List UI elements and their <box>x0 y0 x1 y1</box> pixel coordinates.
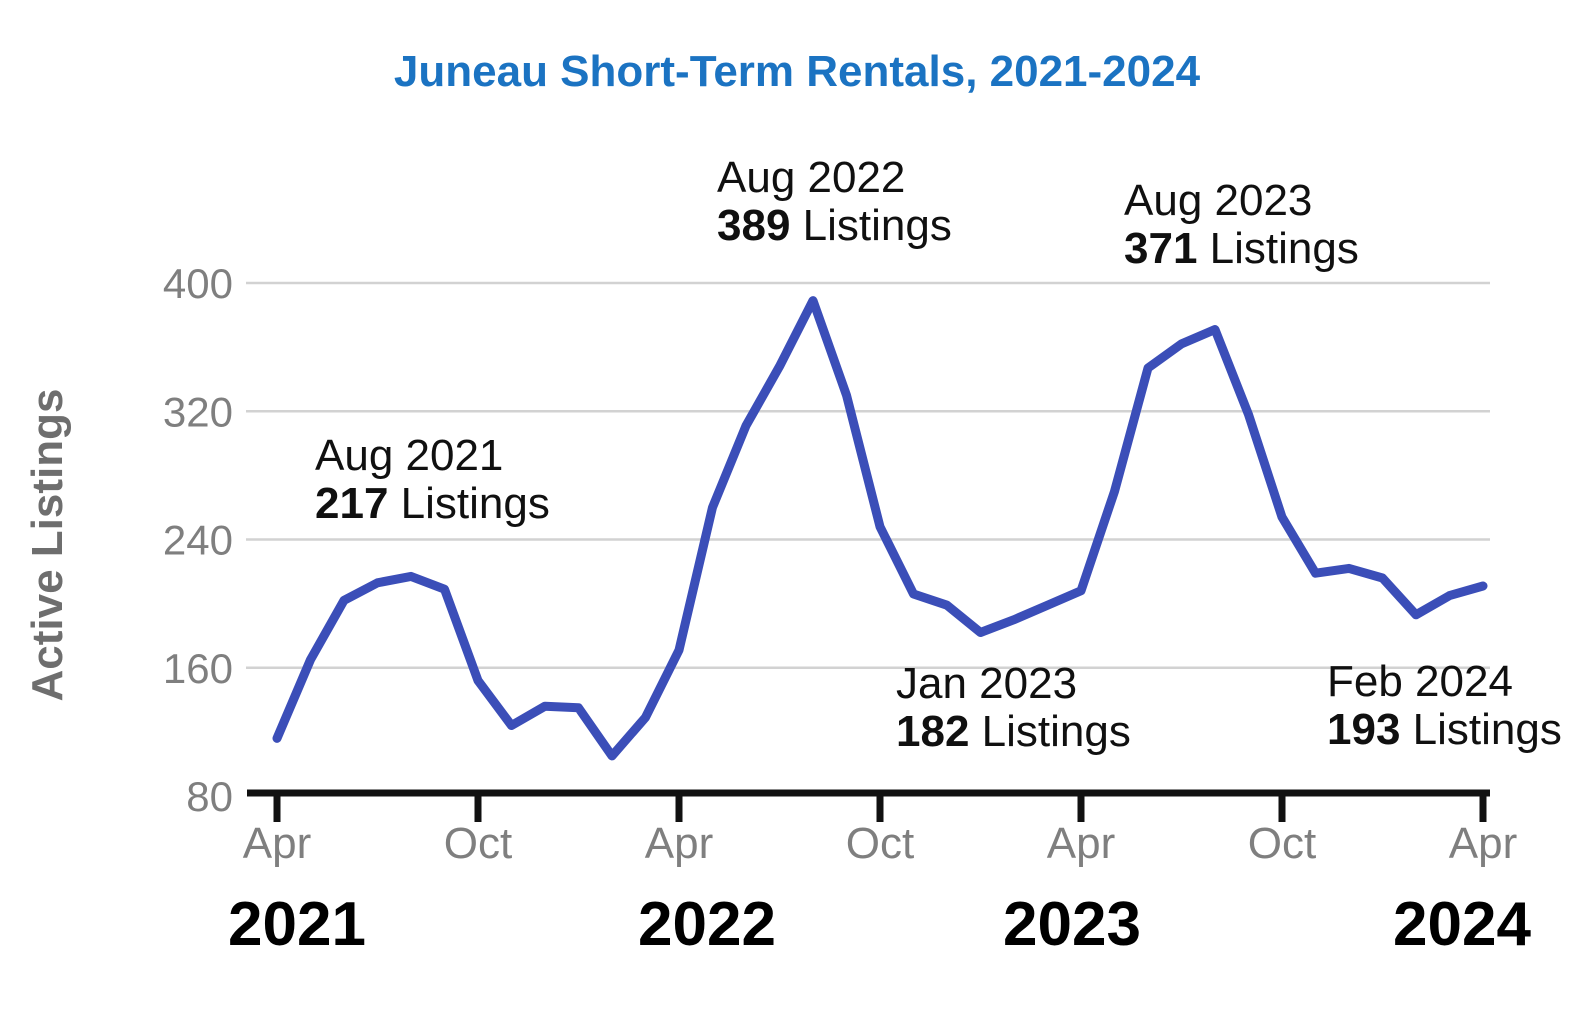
annotation-aug-2021: Aug 2021 217 Listings <box>315 431 550 528</box>
annotation-label: Aug 2022 <box>717 153 905 202</box>
annotation-label: Feb 2024 <box>1327 657 1513 706</box>
series-layer <box>272 296 1488 761</box>
y-tick-label: 80 <box>186 773 233 820</box>
y-tick-label: 160 <box>163 645 233 692</box>
annotation-feb-2024: Feb 2024 193 Listings <box>1327 657 1562 754</box>
active-listings-line <box>272 296 1488 761</box>
annotation-label: Jan 2023 <box>896 659 1077 708</box>
annotation-value-line: 217 Listings <box>315 479 550 528</box>
year-label: 2021 <box>228 890 366 959</box>
annotation-value-line: 193 Listings <box>1327 705 1562 754</box>
tick-labels-layer: 80 160 240 320 400 Apr Oct Apr Oct Apr Oct Apr 2021 2… <box>163 260 1532 959</box>
annotation-value-line: 182 Listings <box>896 707 1131 756</box>
chart-title: Juneau Short-Term Rentals, 2021-2024 <box>394 47 1201 96</box>
annotation-value-line: 389 Listings <box>717 201 952 250</box>
year-label: 2023 <box>1003 890 1141 959</box>
x-tick-label: Oct <box>846 819 914 868</box>
annotation-label: Aug 2023 <box>1124 176 1312 225</box>
annotation-value-line: 371 Listings <box>1124 224 1359 273</box>
year-label: 2022 <box>638 890 776 959</box>
x-tick-label: Apr <box>1449 819 1517 868</box>
annotation-jan-2023: Jan 2023 182 Listings <box>896 659 1131 756</box>
y-tick-label: 240 <box>163 517 233 564</box>
x-tick-label: Apr <box>1047 819 1115 868</box>
annotation-aug-2023: Aug 2023 371 Listings <box>1124 176 1359 273</box>
x-tick-label: Oct <box>444 819 512 868</box>
x-tick-label: Apr <box>645 819 713 868</box>
y-axis-title: Active Listings <box>23 389 72 702</box>
x-tick-label: Oct <box>1248 819 1316 868</box>
gridlines-layer <box>246 281 1490 669</box>
y-tick-label: 320 <box>163 388 233 435</box>
axis-layer <box>247 789 1490 822</box>
x-tick-label: Apr <box>243 819 311 868</box>
annotation-aug-2022: Aug 2022 389 Listings <box>717 153 952 250</box>
year-label: 2024 <box>1393 890 1531 959</box>
y-tick-label: 400 <box>163 260 233 307</box>
annotation-label: Aug 2021 <box>315 431 503 480</box>
